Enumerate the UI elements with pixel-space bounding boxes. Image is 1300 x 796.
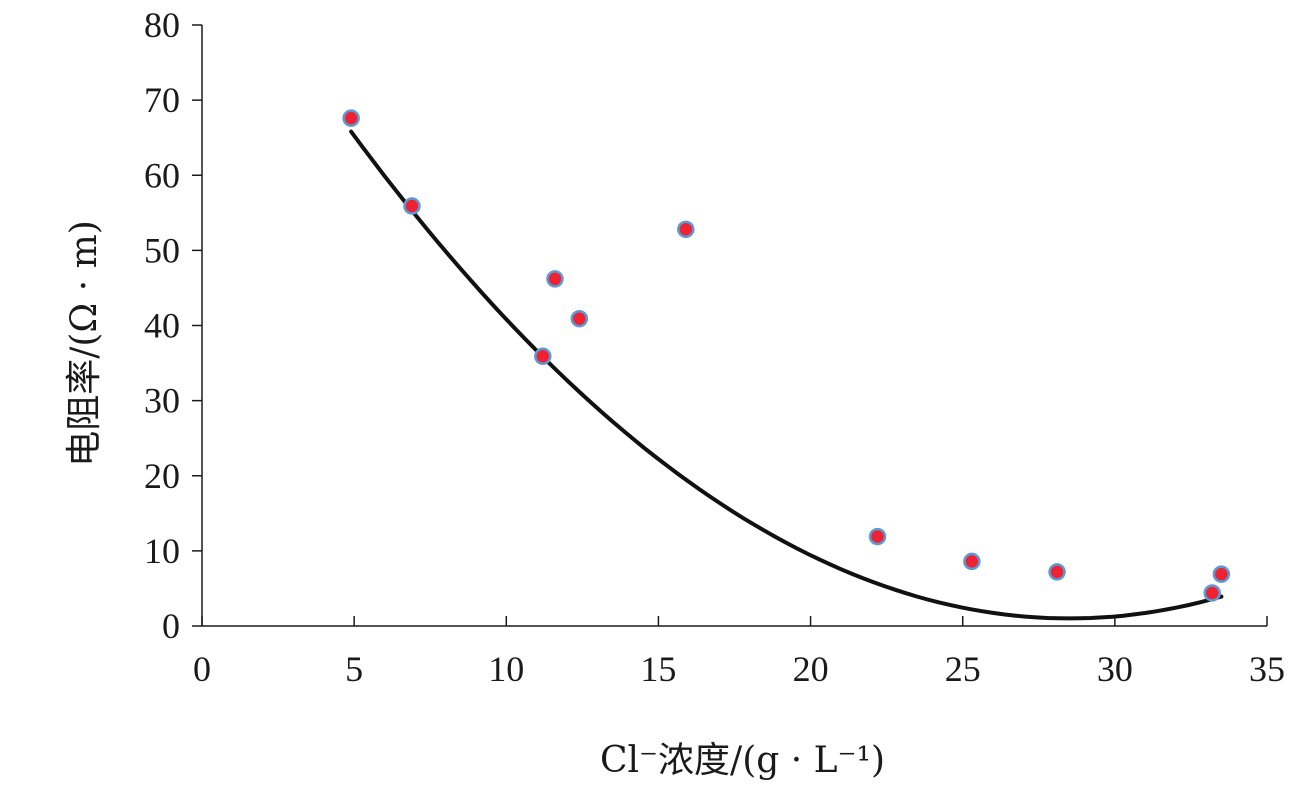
x-tick-label: 0: [193, 649, 211, 689]
x-axis-ticks: 0 5 10 15 20 25 30 35: [193, 616, 1285, 689]
y-tick-label: 80: [144, 5, 180, 45]
y-tick-label: 30: [144, 381, 180, 421]
data-point: [546, 270, 564, 288]
data-point: [1203, 584, 1221, 602]
y-axis-title: 电阻率/(Ω · m): [64, 220, 105, 467]
y-tick-label: 10: [144, 531, 180, 571]
data-point: [534, 347, 552, 366]
x-tick-label: 20: [793, 649, 829, 689]
data-point: [1212, 565, 1231, 583]
data-point: [1048, 563, 1066, 581]
data-point: [868, 527, 887, 546]
y-tick-label: 60: [144, 155, 180, 195]
data-point: [342, 109, 360, 127]
x-axis-title: Cl⁻浓度/(g · L⁻¹): [600, 740, 885, 781]
data-point: [570, 309, 589, 328]
y-tick-label: 50: [144, 230, 180, 270]
data-point: [677, 220, 695, 239]
x-tick-label: 5: [345, 649, 363, 689]
y-tick-label: 40: [144, 306, 180, 346]
y-axis-ticks: 0 10 20 30 40 50 60 70 80: [144, 5, 202, 646]
y-tick-label: 70: [144, 80, 180, 120]
data-points: [342, 109, 1231, 602]
x-tick-label: 15: [640, 649, 676, 689]
x-tick-label: 10: [488, 649, 524, 689]
x-tick-label: 30: [1097, 649, 1133, 689]
y-tick-label: 20: [144, 456, 180, 496]
y-tick-label: 0: [162, 606, 180, 646]
data-point: [963, 552, 981, 571]
x-tick-label: 35: [1249, 649, 1285, 689]
x-tick-label: 25: [945, 649, 981, 689]
trend-line: [349, 129, 1224, 621]
data-point: [403, 197, 421, 215]
